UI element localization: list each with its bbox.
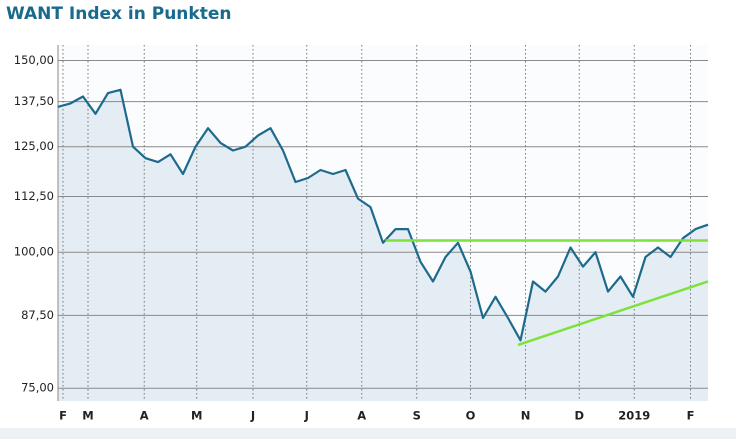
footer-strip	[0, 428, 736, 439]
y-tick-label: 75,00	[21, 381, 54, 395]
line	[57, 88, 709, 342]
chart-title: WANT Index in Punkten	[6, 4, 231, 24]
x-tick-label: A	[357, 409, 366, 423]
y-tick-label: 137,50	[14, 94, 54, 108]
y-tick-label: 87,50	[21, 308, 54, 322]
x-tick-label: O	[466, 409, 476, 423]
x-tick-label: D	[574, 409, 584, 423]
x-tick-label: J	[304, 409, 309, 423]
x-tick-label: M	[82, 409, 93, 423]
x-tick-label: J	[250, 409, 255, 423]
y-tick-label: 125,00	[14, 139, 54, 153]
x-tick-label: N	[521, 409, 531, 423]
x-tick-label: M	[191, 409, 202, 423]
x-tick-label: 2019	[618, 409, 650, 423]
x-tick-label: F	[687, 409, 695, 423]
trend-line	[517, 280, 709, 347]
y-tick-label: 112,50	[14, 189, 54, 203]
area	[58, 89, 708, 402]
y-tick-label: 150,00	[14, 53, 54, 67]
x-tick-label: F	[59, 409, 67, 423]
y-tick-label: 100,00	[14, 245, 54, 259]
x-tick-label: A	[140, 409, 149, 423]
x-tick-label: S	[413, 409, 421, 423]
